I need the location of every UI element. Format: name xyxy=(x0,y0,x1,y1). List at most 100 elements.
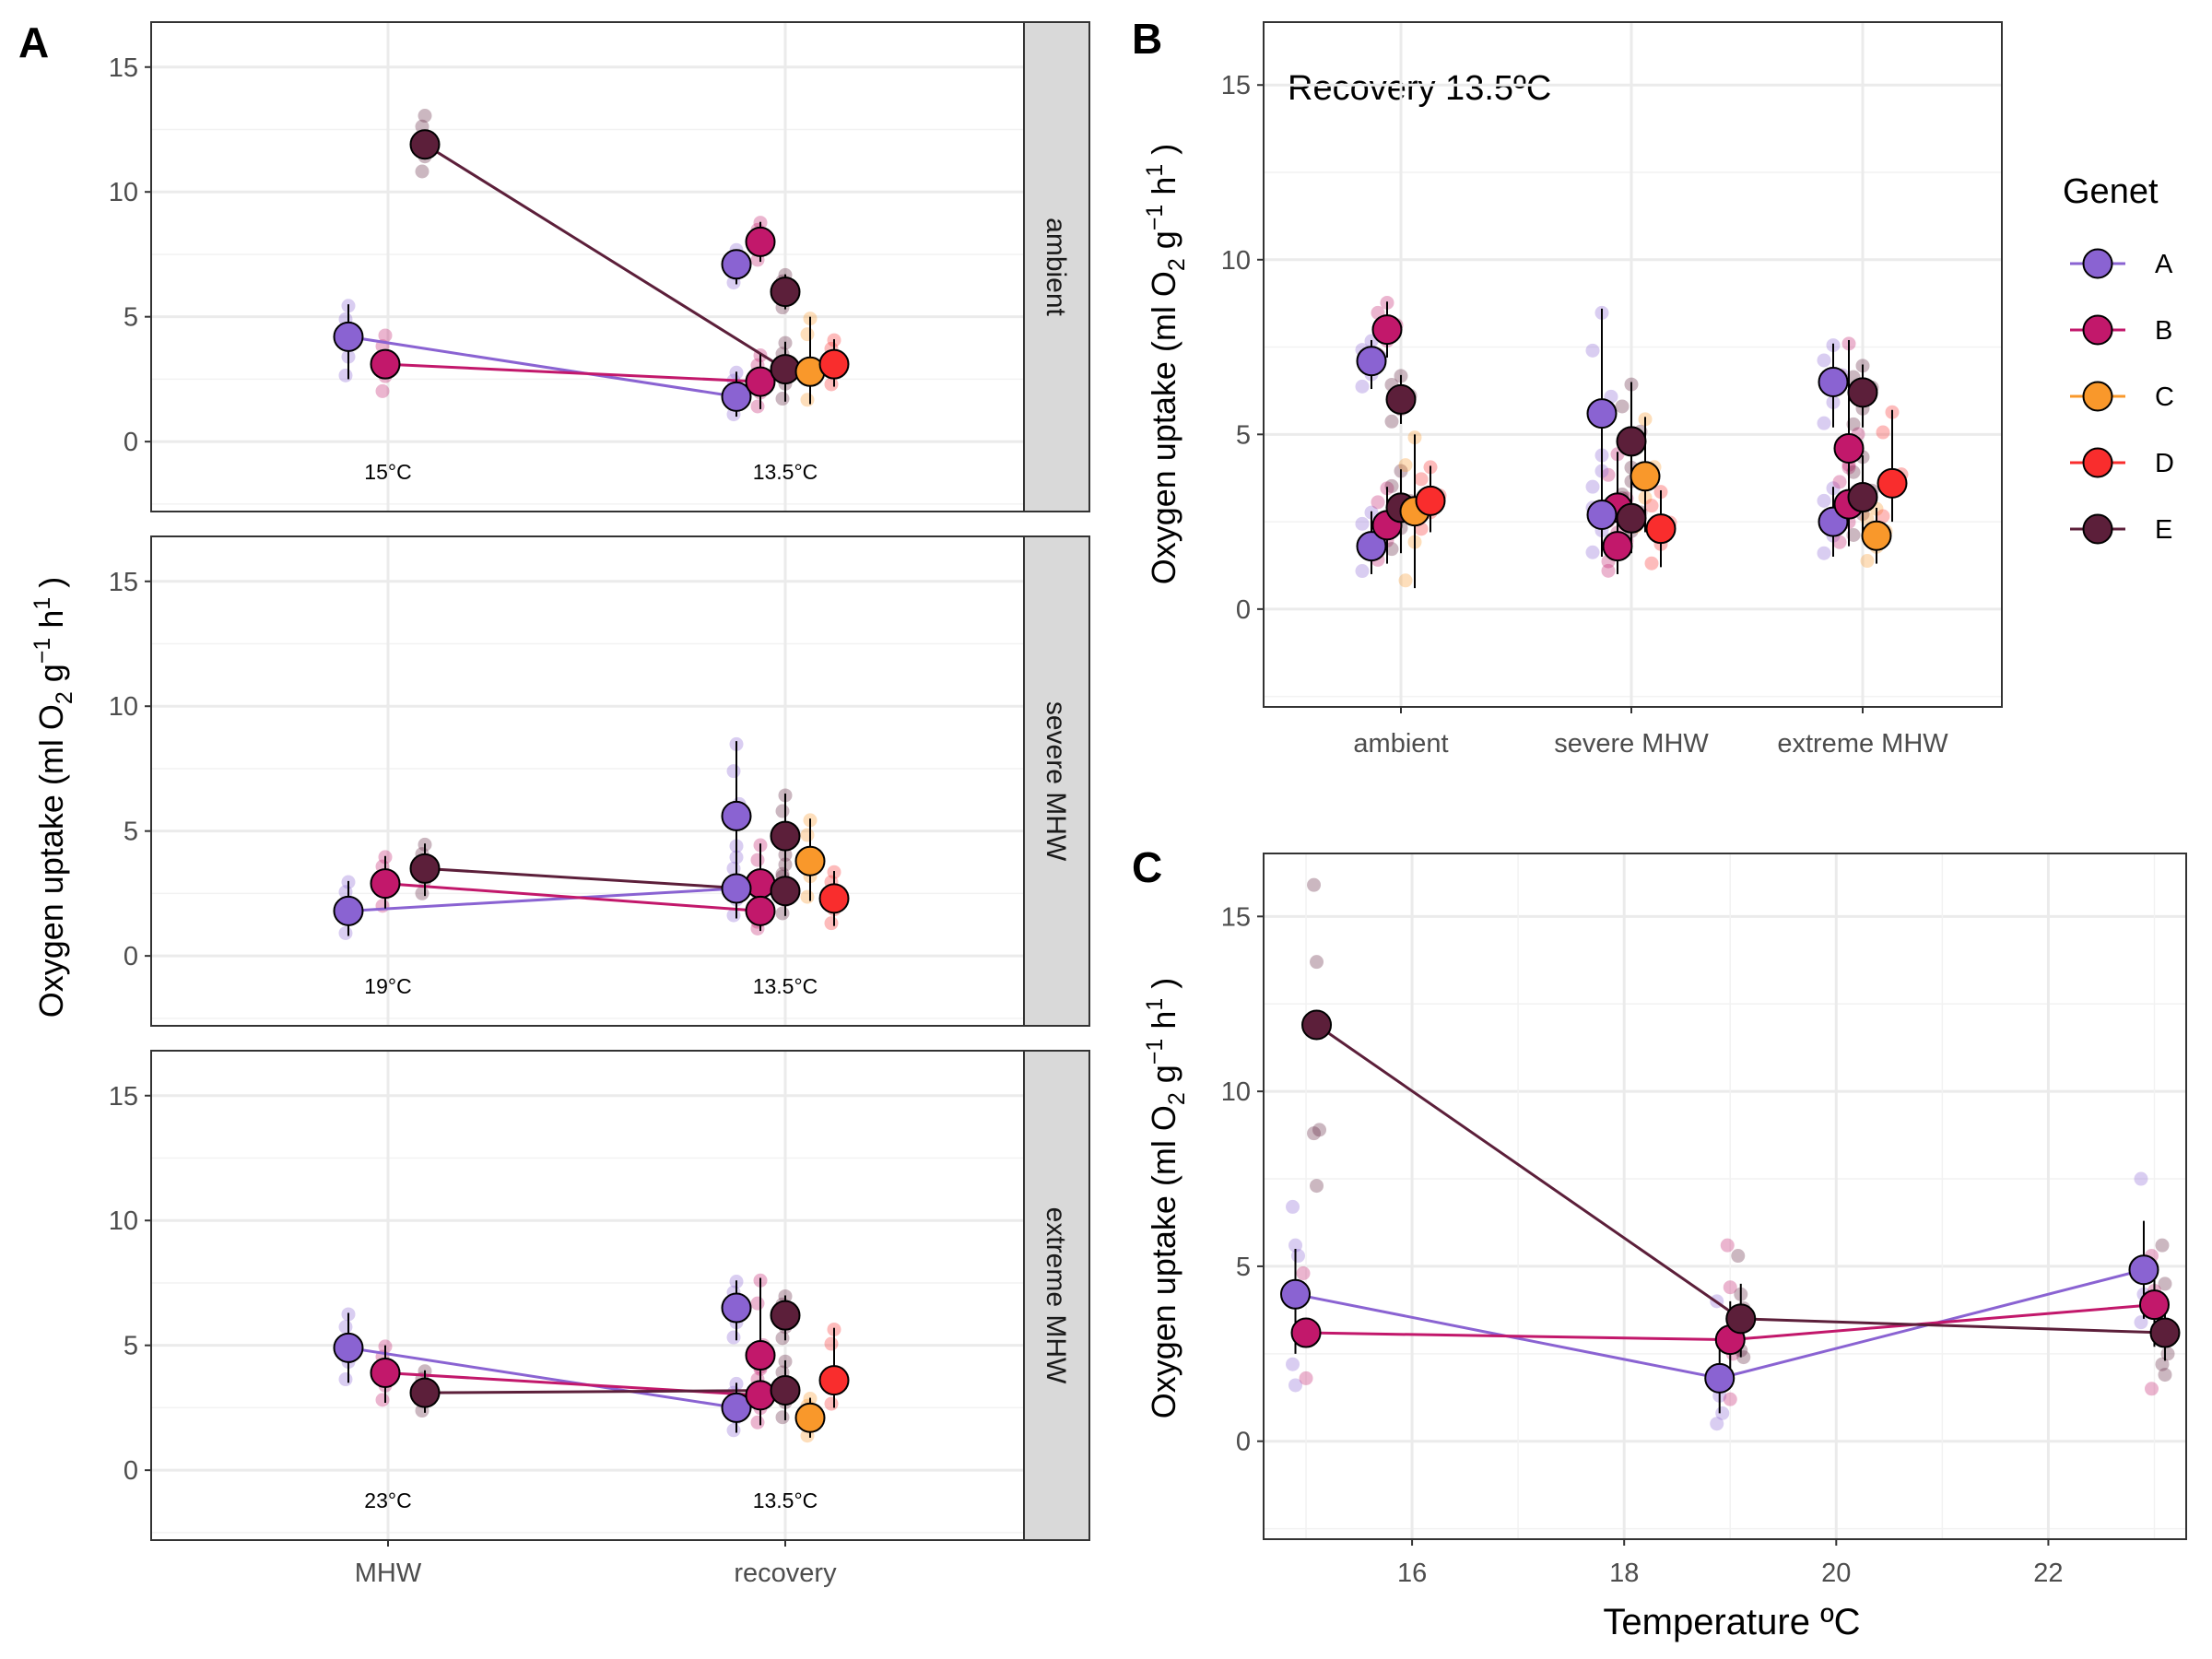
mean-point-B xyxy=(1371,314,1403,346)
panel-letter-c: C xyxy=(1132,843,1162,891)
raw-point xyxy=(1307,1126,1322,1141)
raw-point xyxy=(2144,1382,2159,1396)
raw-point xyxy=(1723,1392,1737,1406)
panel-c-xtick-label: 18 xyxy=(1609,1559,1639,1588)
raw-point xyxy=(1286,1357,1300,1371)
mean-point-A xyxy=(721,1392,752,1423)
raw-point xyxy=(2155,1238,2170,1253)
facet-strip-label: severe MHW xyxy=(1041,701,1071,862)
facet-strip xyxy=(1023,535,1090,1027)
panel-a-facet-3-frame xyxy=(150,1050,1025,1541)
facet-strip-label: ambient xyxy=(1041,218,1071,316)
mean-point-E xyxy=(770,820,801,852)
raw-point xyxy=(1585,343,1600,358)
panel-b-xtick-label: severe MHW xyxy=(1554,729,1709,759)
mean-point-E xyxy=(1847,377,1878,408)
raw-point xyxy=(800,393,815,407)
raw-point xyxy=(418,109,432,124)
y-axis-title-a: Oxygen uptake (ml O2 g−1 h1 ) xyxy=(29,577,77,1018)
mean-point-E xyxy=(770,876,801,907)
panel-a-facet-1-ytick-label: 15 xyxy=(109,53,138,83)
mean-point-B xyxy=(370,868,401,900)
panel-b-xtick-label: extreme MHW xyxy=(1777,729,1948,759)
raw-point xyxy=(1817,546,1831,560)
panel-a-facet-3-ytick-label: 10 xyxy=(109,1206,138,1236)
raw-point xyxy=(1414,472,1429,487)
legend-key-point xyxy=(2082,447,2113,478)
mean-point-C xyxy=(794,1402,826,1433)
facet-strip-label: extreme MHW xyxy=(1041,1207,1071,1384)
mean-point-E xyxy=(1616,426,1647,457)
facet-strip xyxy=(1023,1050,1090,1541)
mean-point-B xyxy=(745,1380,776,1411)
panel-a-facet-3-ytick-label: 0 xyxy=(124,1456,138,1486)
mean-point-E xyxy=(1385,383,1417,415)
panel-a-facet-1-frame xyxy=(150,21,1025,512)
legend-label: D xyxy=(2155,449,2174,478)
mean-point-A xyxy=(721,249,752,280)
trend-line-A xyxy=(347,335,737,398)
temp-annotation: 15°C xyxy=(364,460,411,484)
raw-point xyxy=(1398,458,1413,473)
raw-point xyxy=(1291,1249,1306,1264)
mean-point-A xyxy=(721,381,752,412)
mean-point-A xyxy=(721,873,752,904)
panel-b-frame xyxy=(1263,21,2003,708)
mean-point-D xyxy=(1645,513,1677,545)
mean-point-C xyxy=(794,845,826,877)
raw-point xyxy=(1585,479,1600,494)
raw-point xyxy=(750,1415,765,1430)
raw-point xyxy=(338,368,353,382)
panel-a-facet-3-ytick-label: 15 xyxy=(109,1082,138,1112)
raw-point xyxy=(1846,465,1861,479)
raw-point xyxy=(1286,1199,1300,1214)
legend-item-A: A xyxy=(2070,248,2173,279)
trend-line-A xyxy=(347,887,737,912)
mean-point-A xyxy=(1586,500,1618,531)
raw-point xyxy=(824,377,839,392)
raw-point xyxy=(824,916,839,931)
raw-point xyxy=(1299,1371,1313,1385)
panel-b-xtick-label: ambient xyxy=(1353,729,1448,759)
temp-annotation: 23°C xyxy=(364,1488,411,1512)
panel-a-xtick-label: MHW xyxy=(355,1559,422,1588)
raw-point xyxy=(726,1330,741,1345)
raw-point xyxy=(750,853,765,867)
temp-annotation: 19°C xyxy=(364,974,411,998)
raw-point xyxy=(2134,1171,2148,1186)
panel-a-facet-1-ytick-label: 10 xyxy=(109,178,138,207)
mean-point-B xyxy=(370,348,401,380)
raw-point xyxy=(2158,1277,2172,1291)
raw-point xyxy=(1731,1249,1746,1264)
panel-a-facet-3-ytick-label: 5 xyxy=(124,1332,138,1361)
raw-point xyxy=(1384,478,1399,493)
raw-point xyxy=(2134,1315,2148,1330)
mean-point-B xyxy=(1833,432,1865,464)
mean-point-A xyxy=(1280,1278,1312,1310)
panel-a-facet-1-ytick-label: 5 xyxy=(124,303,138,333)
raw-point xyxy=(1310,955,1324,970)
legend-item-E: E xyxy=(2070,513,2172,545)
raw-point xyxy=(775,804,790,818)
mean-point-A xyxy=(1586,398,1618,429)
panel-a-facet-2-ytick-label: 15 xyxy=(109,568,138,597)
legend-label: A xyxy=(2155,250,2173,279)
raw-point xyxy=(1644,556,1659,571)
mean-point-E xyxy=(770,1374,801,1406)
mean-point-B xyxy=(370,1357,401,1388)
raw-point xyxy=(1832,475,1847,489)
raw-point xyxy=(800,327,815,342)
panel-a-facet-1-grid xyxy=(151,22,1024,512)
panel-b-ytick-label: 10 xyxy=(1221,246,1251,276)
raw-point xyxy=(1398,573,1413,588)
temp-annotation: 13.5°C xyxy=(753,974,818,998)
mean-point-E xyxy=(409,1377,441,1408)
raw-point xyxy=(824,1396,839,1411)
mean-point-E xyxy=(409,129,441,160)
mean-point-E xyxy=(1301,1009,1333,1041)
raw-point xyxy=(1288,1238,1303,1253)
raw-point xyxy=(415,164,429,179)
raw-point xyxy=(338,925,353,940)
panel-a-facet-2-ytick-label: 0 xyxy=(124,942,138,971)
legend-key-point xyxy=(2082,381,2113,412)
